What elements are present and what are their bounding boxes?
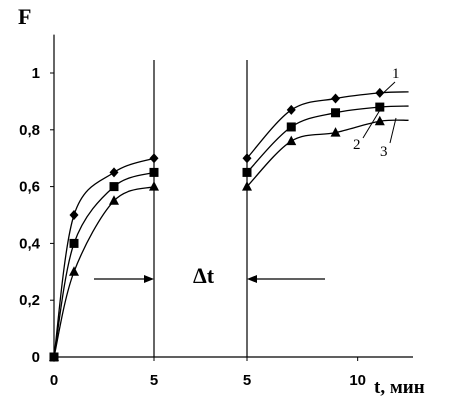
series-3-point	[374, 115, 385, 126]
x-tick-label: 10	[349, 372, 366, 389]
series-3-leader	[389, 117, 397, 144]
y-tick-label: 0	[32, 349, 40, 366]
series-3-point	[69, 266, 79, 276]
series-1-point	[242, 153, 252, 164]
delta-arrow-left-head	[144, 275, 154, 283]
series-1-point	[69, 210, 79, 220]
series-2-line	[246, 105, 409, 173]
delta-t-label: Δt	[193, 263, 215, 288]
series-1-point	[331, 93, 341, 104]
series-3-point	[242, 181, 252, 191]
series-3-point	[49, 351, 59, 361]
x-tick-label: 5	[150, 372, 158, 389]
series-3-point	[149, 181, 159, 191]
series-2-point	[375, 102, 385, 112]
y-tick-label: 0,6	[19, 179, 40, 196]
y-tick-label: 0,8	[19, 122, 40, 139]
series-1-point	[375, 87, 385, 98]
y-tick-label: 0,4	[19, 235, 41, 252]
series-3-point	[286, 135, 297, 146]
y-tick-label: 0,2	[19, 292, 40, 309]
series-2-leader	[362, 109, 381, 139]
series-3-point	[330, 127, 341, 137]
series-1-point	[286, 104, 296, 115]
series-2-point	[109, 182, 119, 192]
series-2-point	[286, 122, 296, 132]
series-1-point	[149, 153, 159, 164]
delta-arrow-right-head	[247, 275, 257, 283]
x-tick-label: 5	[243, 372, 251, 389]
series-1-label: 1	[392, 66, 400, 82]
series-1-line	[53, 157, 155, 358]
series-2-label: 2	[353, 137, 361, 153]
y-tick-label: 1	[32, 65, 40, 82]
series-2-point	[149, 167, 159, 177]
series-2-point	[242, 167, 252, 177]
series-3-line	[53, 185, 155, 358]
series-3-point	[109, 195, 119, 205]
series-2-point	[69, 238, 79, 248]
series-1-leader	[379, 81, 396, 97]
series-1-point	[109, 167, 119, 178]
series-2-line	[53, 171, 155, 358]
y-axis-label: F	[18, 4, 31, 29]
series-3-label: 3	[380, 144, 388, 160]
x-axis-label: t, мин	[374, 377, 425, 398]
x-tick-label: 0	[50, 372, 58, 389]
series-2-point	[331, 108, 341, 118]
